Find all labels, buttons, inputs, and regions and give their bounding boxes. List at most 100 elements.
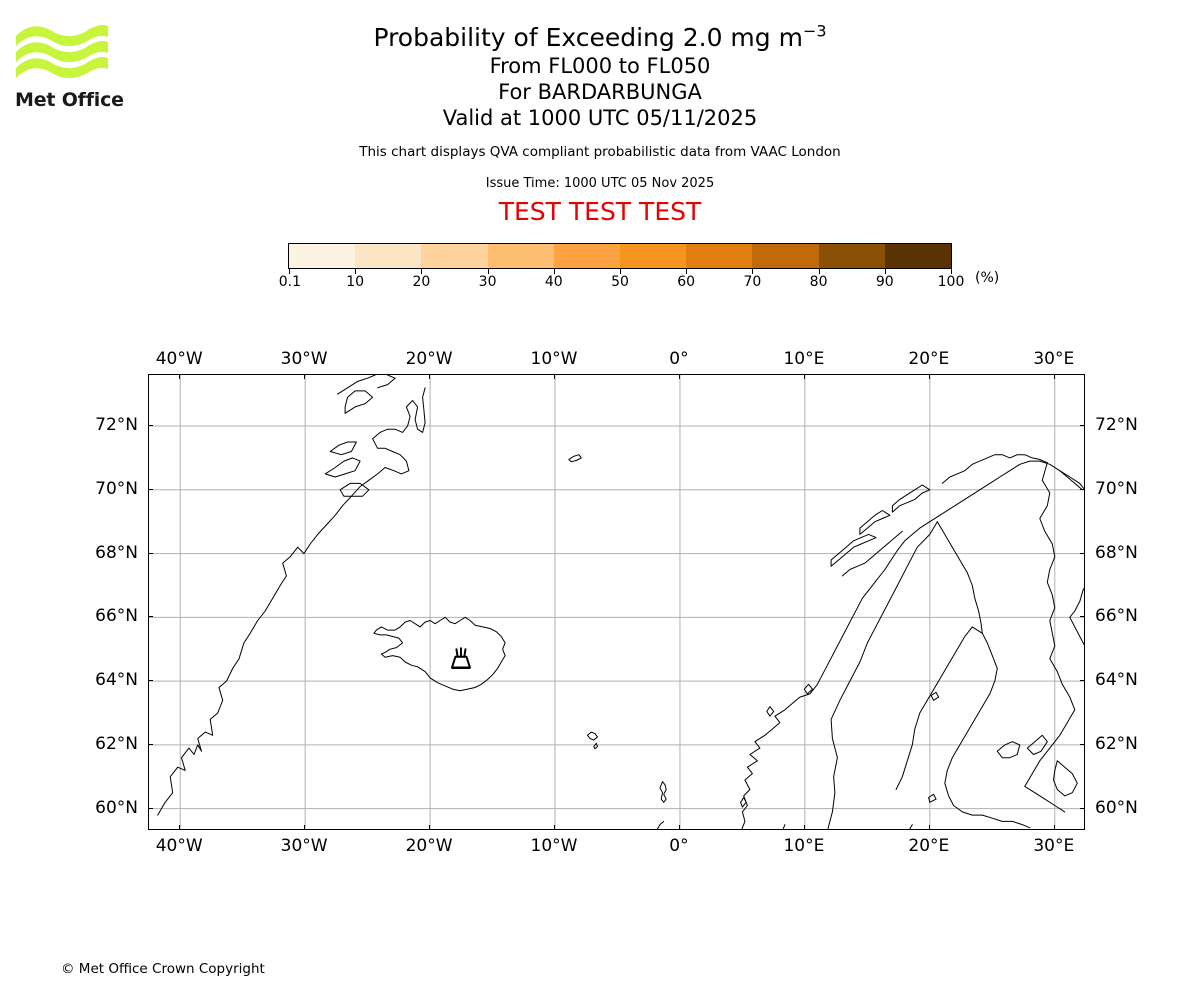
tick-lat-left-62 — [148, 743, 153, 745]
axis-label-lon-top-10: 10°E — [783, 349, 825, 369]
map-panel: 40°W 40°W 30°W 30°W 20°W 20°W 10°W 10°W 0° 0° 10°E… — [95, 349, 1138, 856]
coastline-ireland-scotland-edge — [656, 820, 665, 829]
axis-label-lat-left-64: 64°N — [95, 670, 138, 691]
page-title-superscript: −3 — [802, 21, 827, 41]
tick-lon-bottom--40 — [179, 825, 181, 830]
chart-title-block: Probability of Exceeding 2.0 mg m−3 From… — [0, 0, 1200, 227]
axis-label-lon-top--30: 30°W — [280, 349, 328, 369]
axis-label-lat-left-68: 68°N — [95, 542, 138, 563]
axis-label-lat-left-70: 70°N — [95, 478, 138, 499]
colorbar-tickmark-1 — [355, 269, 357, 274]
coastline-senja-troms — [891, 484, 931, 513]
page-title-text: Probability of Exceeding 2.0 mg m — [373, 23, 803, 52]
colorbar-tickmark-8 — [818, 269, 820, 274]
axis-label-lat-left-60: 60°N — [95, 797, 138, 818]
colorbar-ticklabel-60: 60 — [677, 274, 696, 290]
issue-time-line: Issue Time: 1000 UTC 05 Nov 2025 — [485, 176, 715, 191]
tick-lon-bottom-30 — [1053, 825, 1055, 830]
coastline-estonia-coast — [981, 814, 1031, 829]
tick-lon-bottom-0 — [678, 825, 680, 830]
colorbar-tickmark-7 — [752, 269, 754, 274]
coastline-lofoten-1 — [830, 533, 877, 567]
colorbar-ticklabel-80: 80 — [809, 274, 828, 290]
axis-label-lon-top--20: 20°W — [405, 349, 453, 369]
colorbar-band-5 — [620, 244, 687, 268]
colorbar-band-0 — [289, 244, 356, 268]
coastline-gotland — [909, 824, 913, 829]
flight-level-line: From FL000 to FL050 — [489, 54, 711, 78]
axis-label-lat-right-64: 64°N — [1095, 670, 1138, 691]
tick-lon-top-30 — [1053, 374, 1055, 379]
volcano-plume-line-0 — [455, 648, 459, 658]
coastline-finnmark-coast-detail — [941, 454, 1048, 484]
colorbar-ticklabel-40: 40 — [544, 274, 563, 290]
coastline-greenland-fjord-c — [329, 441, 357, 456]
map-coastlines — [157, 375, 1084, 829]
map-frame — [148, 374, 1085, 830]
tick-lat-left-60 — [148, 807, 153, 809]
tick-lon-top-0 — [678, 374, 680, 379]
axis-label-lon-bottom-0: 0° — [669, 836, 689, 856]
tick-lat-right-60 — [1080, 807, 1085, 809]
probability-colorbar: 0.1 10 20 30 40 50 60 70 80 90 100 — [279, 243, 964, 290]
coastline-bothnia-island-1 — [930, 691, 940, 701]
coastline-greenland-nw-1 — [344, 390, 374, 414]
coastline-norway-isl-3 — [803, 683, 813, 695]
tick-lat-right-64 — [1080, 680, 1085, 682]
tick-lat-right-66 — [1080, 616, 1085, 618]
met-office-wave-logo-icon — [16, 25, 108, 79]
colorbar-band-9 — [884, 244, 952, 268]
axis-label-lon-bottom--20: 20°W — [405, 836, 453, 856]
coastline-aland — [928, 793, 937, 803]
coastline-white-sea-edge — [1069, 588, 1084, 646]
colorbar-band-6 — [686, 244, 753, 268]
coastline-greenland-east — [157, 387, 426, 816]
qva-note-line: This chart displays QVA compliant probab… — [359, 144, 841, 160]
colorbar-tickmark-3 — [487, 269, 489, 274]
tick-lon-bottom--30 — [304, 825, 306, 830]
tick-lat-left-72 — [148, 425, 153, 427]
coastline-greenland-fjord-b — [324, 457, 361, 478]
met-office-logo: Met Office — [14, 20, 134, 111]
test-banner: TEST TEST TEST — [498, 197, 702, 226]
tick-lat-left-64 — [148, 680, 153, 682]
coastline-greenland-nw-2 — [377, 375, 396, 389]
colorbar-ticklabel-90: 90 — [875, 274, 894, 290]
coastline-jan-mayen — [568, 454, 582, 463]
volcano-cone-icon — [450, 655, 471, 669]
colorbar-tickmark-2 — [421, 269, 423, 274]
coastline-greenland-nw-3 — [337, 375, 376, 395]
coastline-shetland — [659, 781, 667, 803]
tick-lat-right-70 — [1080, 488, 1085, 490]
valid-time-line: Valid at 1000 UTC 05/11/2025 — [442, 106, 758, 130]
coastline-finland-lake-1 — [996, 741, 1021, 759]
axis-label-lat-right-72: 72°N — [1095, 415, 1138, 436]
axis-label-lon-top-0: 0° — [669, 349, 689, 369]
colorbar-ticklabel-100: 100 — [937, 274, 965, 290]
coastline-sweden-finland-border — [936, 521, 983, 634]
copyright-notice: © Met Office Crown Copyright — [61, 961, 265, 977]
colorbar-tickmark-6 — [686, 269, 688, 274]
axis-label-lat-right-66: 66°N — [1095, 606, 1138, 627]
axis-label-lon-top--10: 10°W — [530, 349, 578, 369]
colorbar-band-2 — [421, 244, 488, 268]
coastline-faroe — [587, 731, 598, 741]
tick-lon-top--30 — [304, 374, 306, 379]
tick-lat-right-72 — [1080, 425, 1085, 427]
coastline-faroe-2 — [593, 742, 598, 750]
map-canvas — [149, 375, 1084, 829]
page-title: Probability of Exceeding 2.0 mg m−3 — [0, 23, 1200, 53]
tick-lat-left-70 — [148, 488, 153, 490]
coastline-norway-fjord-cluster — [841, 530, 903, 577]
tick-lon-bottom--20 — [429, 825, 431, 830]
tick-lat-left-68 — [148, 552, 153, 554]
coastline-finland-lake-2 — [1026, 734, 1048, 755]
volcano-plume-line-2 — [463, 648, 467, 658]
coastline-vesteralen — [859, 510, 891, 535]
tick-lon-top--20 — [429, 374, 431, 379]
tick-lon-top-20 — [928, 374, 930, 379]
colorbar-ticklabel-20: 20 — [412, 274, 431, 290]
colorbar-tickmark-9 — [884, 269, 886, 274]
colorbar-units-label: (%) — [975, 270, 1000, 286]
coastline-norway-coast — [741, 460, 1081, 829]
